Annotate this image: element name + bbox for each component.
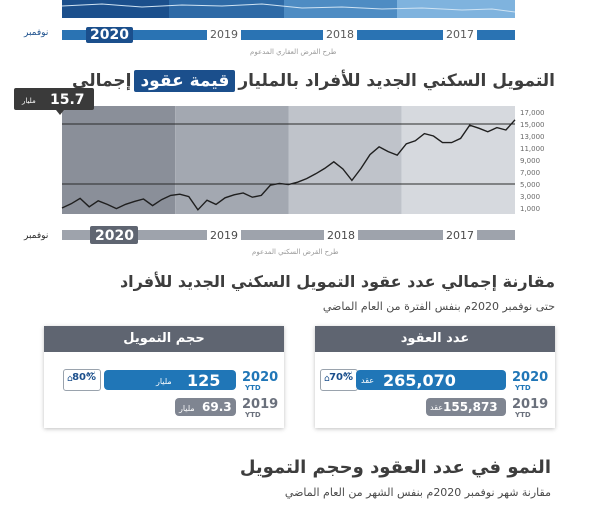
y-tick-label: 3,000 bbox=[520, 193, 540, 201]
y-tick-label: 15,000 bbox=[520, 121, 545, 129]
financing-previous-year: 2019 bbox=[242, 397, 279, 412]
financing-previous-ytd: YTD bbox=[245, 411, 261, 419]
y-tick-label: 7,000 bbox=[520, 169, 540, 177]
contracts-card-header: عدد العقود bbox=[315, 326, 555, 352]
y-tick-label: 5,000 bbox=[520, 181, 540, 189]
up-arrow-icon: ⌂ bbox=[67, 374, 73, 384]
financing-current-bar: مليار 125 bbox=[104, 370, 236, 390]
year-label-2019: 2019 bbox=[210, 229, 238, 242]
contracts-current-bar: عقد 265,070 bbox=[356, 370, 506, 390]
year-axis-bar bbox=[62, 230, 515, 240]
contracts-card: عدد العقود ⌂ نمو 70% عقد 265,070 2020 YT… bbox=[315, 326, 555, 428]
line-chart-svg: 17,000 15,000 13,000 11,000 9,000 7,000 5,000 3… bbox=[14, 88, 545, 256]
top-source-label: طرح القرض العقاري المدعوم bbox=[250, 48, 337, 56]
contracts-growth-word: نمو bbox=[343, 369, 352, 376]
financing-previous-value: 69.3 bbox=[202, 400, 232, 414]
y-tick-label: 1,000 bbox=[520, 205, 540, 213]
contracts-current-year: 2020 bbox=[512, 370, 549, 385]
growth-title: النمو في عدد العقود وحجم التمويل bbox=[239, 457, 551, 478]
financing-current-year: 2020 bbox=[242, 370, 279, 385]
latest-value-box bbox=[14, 88, 94, 110]
year-label-bg bbox=[324, 228, 358, 242]
series-line bbox=[61, 119, 516, 211]
y-tick-label: 11,000 bbox=[520, 145, 545, 153]
year-band bbox=[175, 106, 289, 214]
top-year-2017: 2017 bbox=[443, 29, 477, 41]
growth-subtitle: مقارنة شهر نوفمبر 2020م بنفس الشهر من ال… bbox=[284, 486, 551, 499]
financing-growth-value: 80% bbox=[72, 372, 96, 383]
financing-current-ytd: YTD bbox=[245, 384, 261, 392]
contracts-previous-bar: عقد 155,873 bbox=[426, 398, 506, 416]
comparison-title: مقارنة إجمالي عدد عقود التمويل السكني ال… bbox=[119, 272, 555, 291]
latest-value-pointer bbox=[56, 110, 64, 115]
top-year-2020: 2020 bbox=[86, 27, 133, 43]
top-chart-bands bbox=[61, 0, 516, 18]
year-band bbox=[401, 106, 515, 214]
latest-value-unit: مليار bbox=[21, 97, 36, 105]
top-month-label: نوفمبر bbox=[24, 28, 49, 38]
month-label: نوفمبر bbox=[23, 231, 48, 241]
source-label: طرح القرض السكني المدعوم bbox=[252, 248, 339, 256]
financing-growth-badge: ⌂ نمو 80% bbox=[63, 369, 101, 391]
contracts-prev-unit: عقد bbox=[430, 403, 444, 412]
chart-title-highlight: قيمة عقود bbox=[134, 70, 236, 92]
top-year-2019: 2019 bbox=[207, 29, 241, 41]
chart-title-after: التمويل السكني الجديد للأفراد بالمليار bbox=[238, 71, 555, 91]
contracts-growth-value: 70% bbox=[329, 372, 353, 383]
up-arrow-icon: ⌂ bbox=[324, 374, 330, 384]
financing-previous-bar: مليار 69.3 bbox=[175, 398, 236, 416]
top-year-2018: 2018 bbox=[323, 29, 357, 41]
contracts-previous-ytd: YTD bbox=[515, 411, 531, 419]
y-tick-label: 17,000 bbox=[520, 109, 545, 117]
financing-card: حجم التمويل ⌂ نمو 80% مليار 125 2020 YTD… bbox=[44, 326, 284, 428]
contracts-current-ytd: YTD bbox=[515, 384, 531, 392]
chart-title: إجمالي قيمة عقود التمويل السكني الجديد ل… bbox=[72, 68, 555, 94]
value-line-chart: 17,000 15,000 13,000 11,000 9,000 7,000 5,000 3… bbox=[0, 86, 599, 256]
y-tick-label: 13,000 bbox=[520, 133, 545, 141]
contracts-unit: عقد bbox=[361, 376, 375, 385]
financing-card-header: حجم التمويل bbox=[44, 326, 284, 352]
financing-prev-unit: مليار bbox=[179, 404, 195, 413]
chart-title-before: إجمالي bbox=[72, 71, 132, 91]
year-label-2017: 2017 bbox=[446, 229, 474, 242]
year-label-bg bbox=[443, 228, 477, 242]
financing-unit: مليار bbox=[156, 377, 172, 386]
latest-value: 15.7 bbox=[50, 92, 85, 108]
contracts-previous-value: 155,873 bbox=[443, 400, 498, 414]
financing-growth-word: نمو bbox=[86, 369, 95, 376]
comparison-subtitle: حتى نوفمبر 2020م بنفس الفترة من العام ال… bbox=[322, 300, 555, 313]
contracts-growth-badge: ⌂ نمو 70% bbox=[320, 369, 358, 391]
year-band bbox=[288, 106, 402, 214]
contracts-current-value: 265,070 bbox=[383, 371, 456, 390]
financing-current-value: 125 bbox=[187, 371, 221, 390]
y-tick-label: 9,000 bbox=[520, 157, 540, 165]
year-band bbox=[62, 106, 176, 214]
year-label-2020: 2020 bbox=[95, 228, 134, 244]
year-2020-box bbox=[90, 226, 138, 244]
year-label-bg bbox=[207, 228, 241, 242]
year-label-2018: 2018 bbox=[327, 229, 355, 242]
contracts-previous-year: 2019 bbox=[512, 397, 549, 412]
top-year-bar bbox=[62, 30, 515, 40]
